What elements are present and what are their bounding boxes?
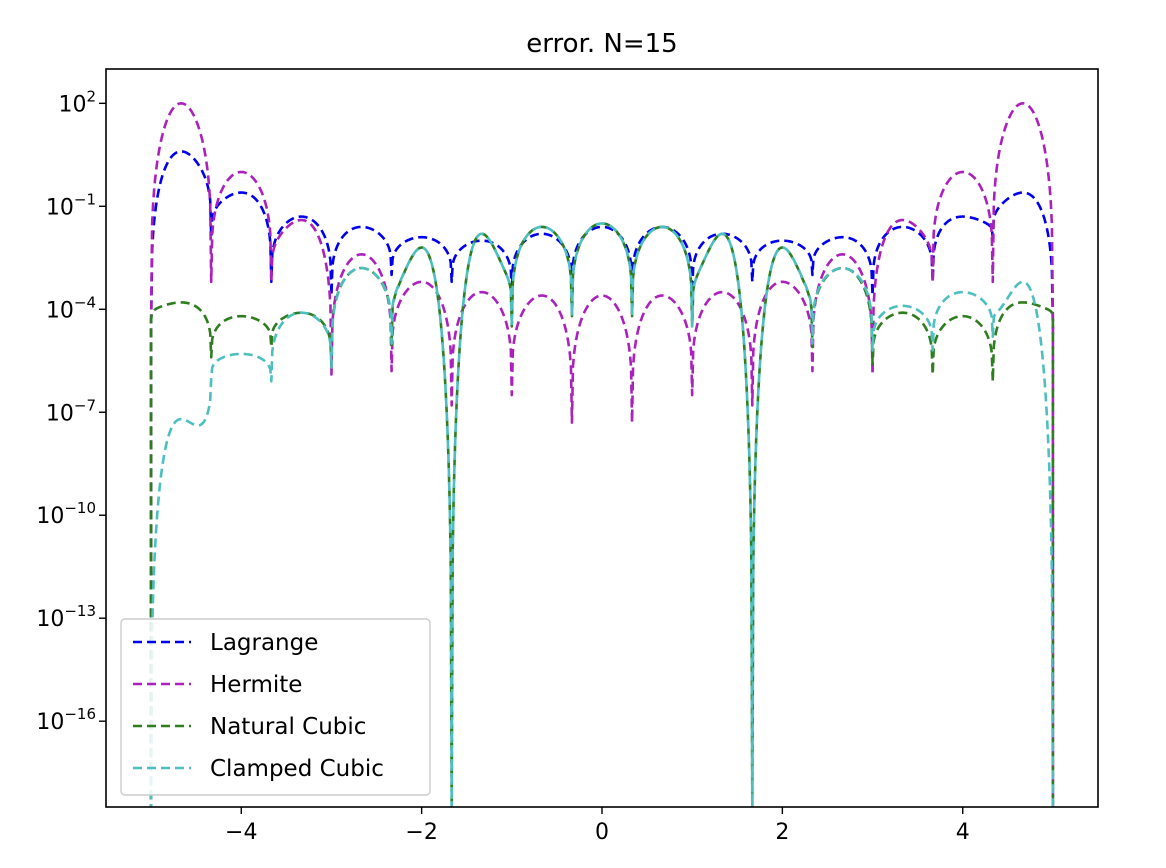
legend-label-3: Clamped Cubic	[210, 756, 384, 782]
x-tick-label-3: 2	[775, 820, 789, 845]
series-line-clamped-cubic	[149, 222, 1055, 807]
y-tick-label-1: 10−1	[46, 190, 96, 220]
legend-label-2: Natural Cubic	[210, 714, 366, 740]
y-tick-label-0: 102	[58, 87, 96, 117]
series-line-hermite	[149, 102, 1055, 807]
x-tick-label-2: 0	[595, 820, 609, 845]
series-line-lagrange	[149, 150, 1055, 807]
legend-label-0: Lagrange	[210, 630, 318, 656]
x-tick-label-0: −4	[225, 820, 257, 845]
series-layer	[149, 102, 1055, 807]
x-axis: −4 −2 0 2 4	[225, 807, 970, 845]
y-tick-label-3: 10−7	[46, 396, 96, 426]
legend-box	[120, 618, 431, 796]
legend: Lagrange Hermite Natural Cubic Clamped Cubi…	[120, 618, 431, 796]
y-tick-label-2: 10−4	[46, 293, 96, 323]
y-tick-label-4: 10−10	[36, 499, 96, 529]
x-tick-label-1: −2	[405, 820, 437, 845]
legend-label-1: Hermite	[210, 672, 302, 698]
y-tick-label-6: 10−16	[36, 705, 96, 735]
y-axis: 102 10−1 10−4 10−7 10−10 10−13 10−16	[36, 87, 106, 735]
chart-title: error. N=15	[526, 29, 677, 59]
x-tick-label-4: 4	[956, 820, 970, 845]
y-tick-label-5: 10−13	[36, 602, 96, 632]
